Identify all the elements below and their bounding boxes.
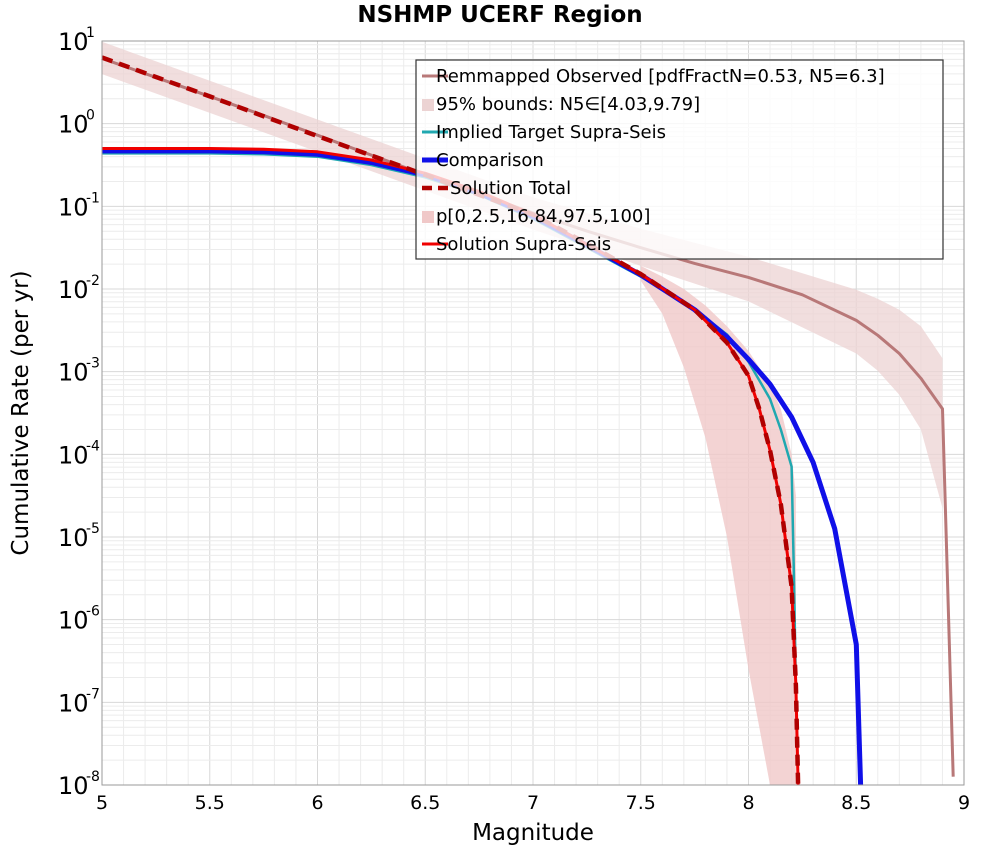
svg-text:-3: -3 [86, 356, 100, 372]
legend-label: Solution Supra-Seis [436, 234, 611, 255]
svg-text:10: 10 [58, 28, 89, 56]
legend-item: Implied Target Supra-Seis [422, 122, 666, 143]
y-tick-label: 101 [58, 25, 95, 56]
y-tick-label: 10-6 [58, 604, 100, 635]
legend-item: p[0,2.5,16,84,97.5,100] [422, 206, 650, 227]
svg-text:0: 0 [86, 108, 95, 124]
x-tick-label: 5 [96, 792, 108, 814]
svg-text:10: 10 [58, 607, 89, 635]
x-tick-label: 7 [527, 792, 539, 814]
svg-text:10: 10 [58, 524, 89, 552]
svg-text:-8: -8 [86, 769, 100, 785]
svg-text:10: 10 [58, 111, 89, 139]
svg-text:-7: -7 [86, 686, 100, 702]
x-axis-label: Magnitude [472, 820, 594, 846]
svg-text:-4: -4 [86, 438, 100, 454]
y-axis-label: Cumulative Rate (per yr) [8, 270, 34, 555]
x-tick-label: 6 [311, 792, 323, 814]
plot-frame [101, 40, 965, 786]
y-tick-label: 10-1 [58, 190, 100, 221]
x-tick-label: 8.5 [841, 792, 871, 814]
y-tick-label: 10-5 [58, 521, 100, 552]
x-tick-labels: 5 5.5 6 6.5 7 7.5 8 8.5 9 [96, 792, 970, 814]
legend-label: p[0,2.5,16,84,97.5,100] [436, 206, 650, 227]
series-line-4 [101, 55, 801, 786]
x-tick-label: 6.5 [410, 792, 440, 814]
x-tick-label: 5.5 [195, 792, 225, 814]
legend-label: Comparison [436, 150, 544, 171]
legend-label: 95% bounds: N5∈[4.03,9.79] [436, 94, 700, 115]
svg-text:10: 10 [58, 276, 89, 304]
y-tick-label: 10-2 [58, 273, 100, 304]
legend-swatch [422, 99, 434, 111]
legend-label: Remmapped Observed [pdfFractN=0.53, N5=6… [436, 66, 885, 87]
svg-text:-1: -1 [86, 190, 100, 206]
y-tick-label: 10-8 [58, 769, 100, 800]
legend-item: Comparison [422, 150, 544, 171]
y-tick-label: 100 [58, 108, 95, 139]
x-tick-label: 8 [742, 792, 754, 814]
y-tick-label: 10-7 [58, 686, 100, 717]
svg-text:-6: -6 [86, 604, 100, 620]
grid [101, 40, 965, 786]
svg-text:-2: -2 [86, 273, 100, 289]
y-tick-label: 10-4 [58, 438, 100, 469]
legend-item: Solution Total [422, 178, 571, 199]
legend-box [415, 59, 944, 260]
chart-title: NSHMP UCERF Region [357, 2, 642, 28]
x-tick-label: 9 [958, 792, 970, 814]
y-tick-label: 10-3 [58, 356, 100, 387]
legend-item: Remmapped Observed [pdfFractN=0.53, N5=6… [422, 66, 885, 87]
legend-label: Implied Target Supra-Seis [436, 122, 666, 143]
legend-item: 95% bounds: N5∈[4.03,9.79] [422, 94, 700, 115]
svg-text:10: 10 [58, 359, 89, 387]
x-tick-label: 7.5 [626, 792, 656, 814]
legend-item: Solution Supra-Seis [422, 234, 611, 255]
legend: Remmapped Observed [pdfFractN=0.53, N5=6… [415, 59, 944, 260]
legend-label: Solution Total [450, 178, 571, 199]
legend-swatch [422, 211, 434, 223]
svg-text:-5: -5 [86, 521, 100, 537]
svg-text:10: 10 [58, 441, 89, 469]
svg-text:1: 1 [86, 25, 95, 41]
svg-text:10: 10 [58, 772, 89, 800]
svg-text:10: 10 [58, 689, 89, 717]
band-5 [640, 265, 796, 785]
svg-text:10: 10 [58, 193, 89, 221]
